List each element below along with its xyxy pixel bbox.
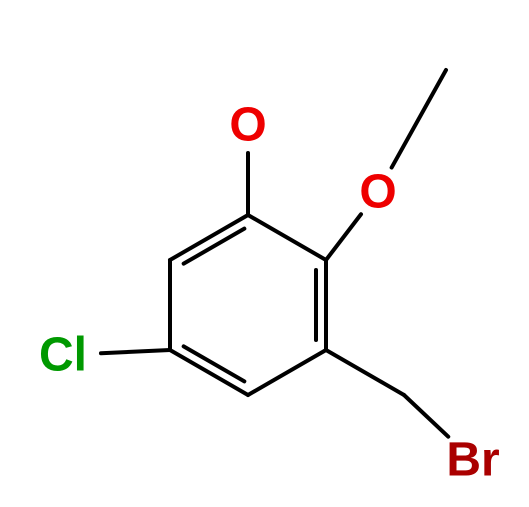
atom-label-br: Br [446, 433, 499, 488]
atom-label-o1: O [229, 98, 266, 153]
atom-label-o2: O [359, 165, 396, 220]
atom-label-cl: Cl [39, 328, 87, 383]
structure-canvas [0, 0, 529, 507]
